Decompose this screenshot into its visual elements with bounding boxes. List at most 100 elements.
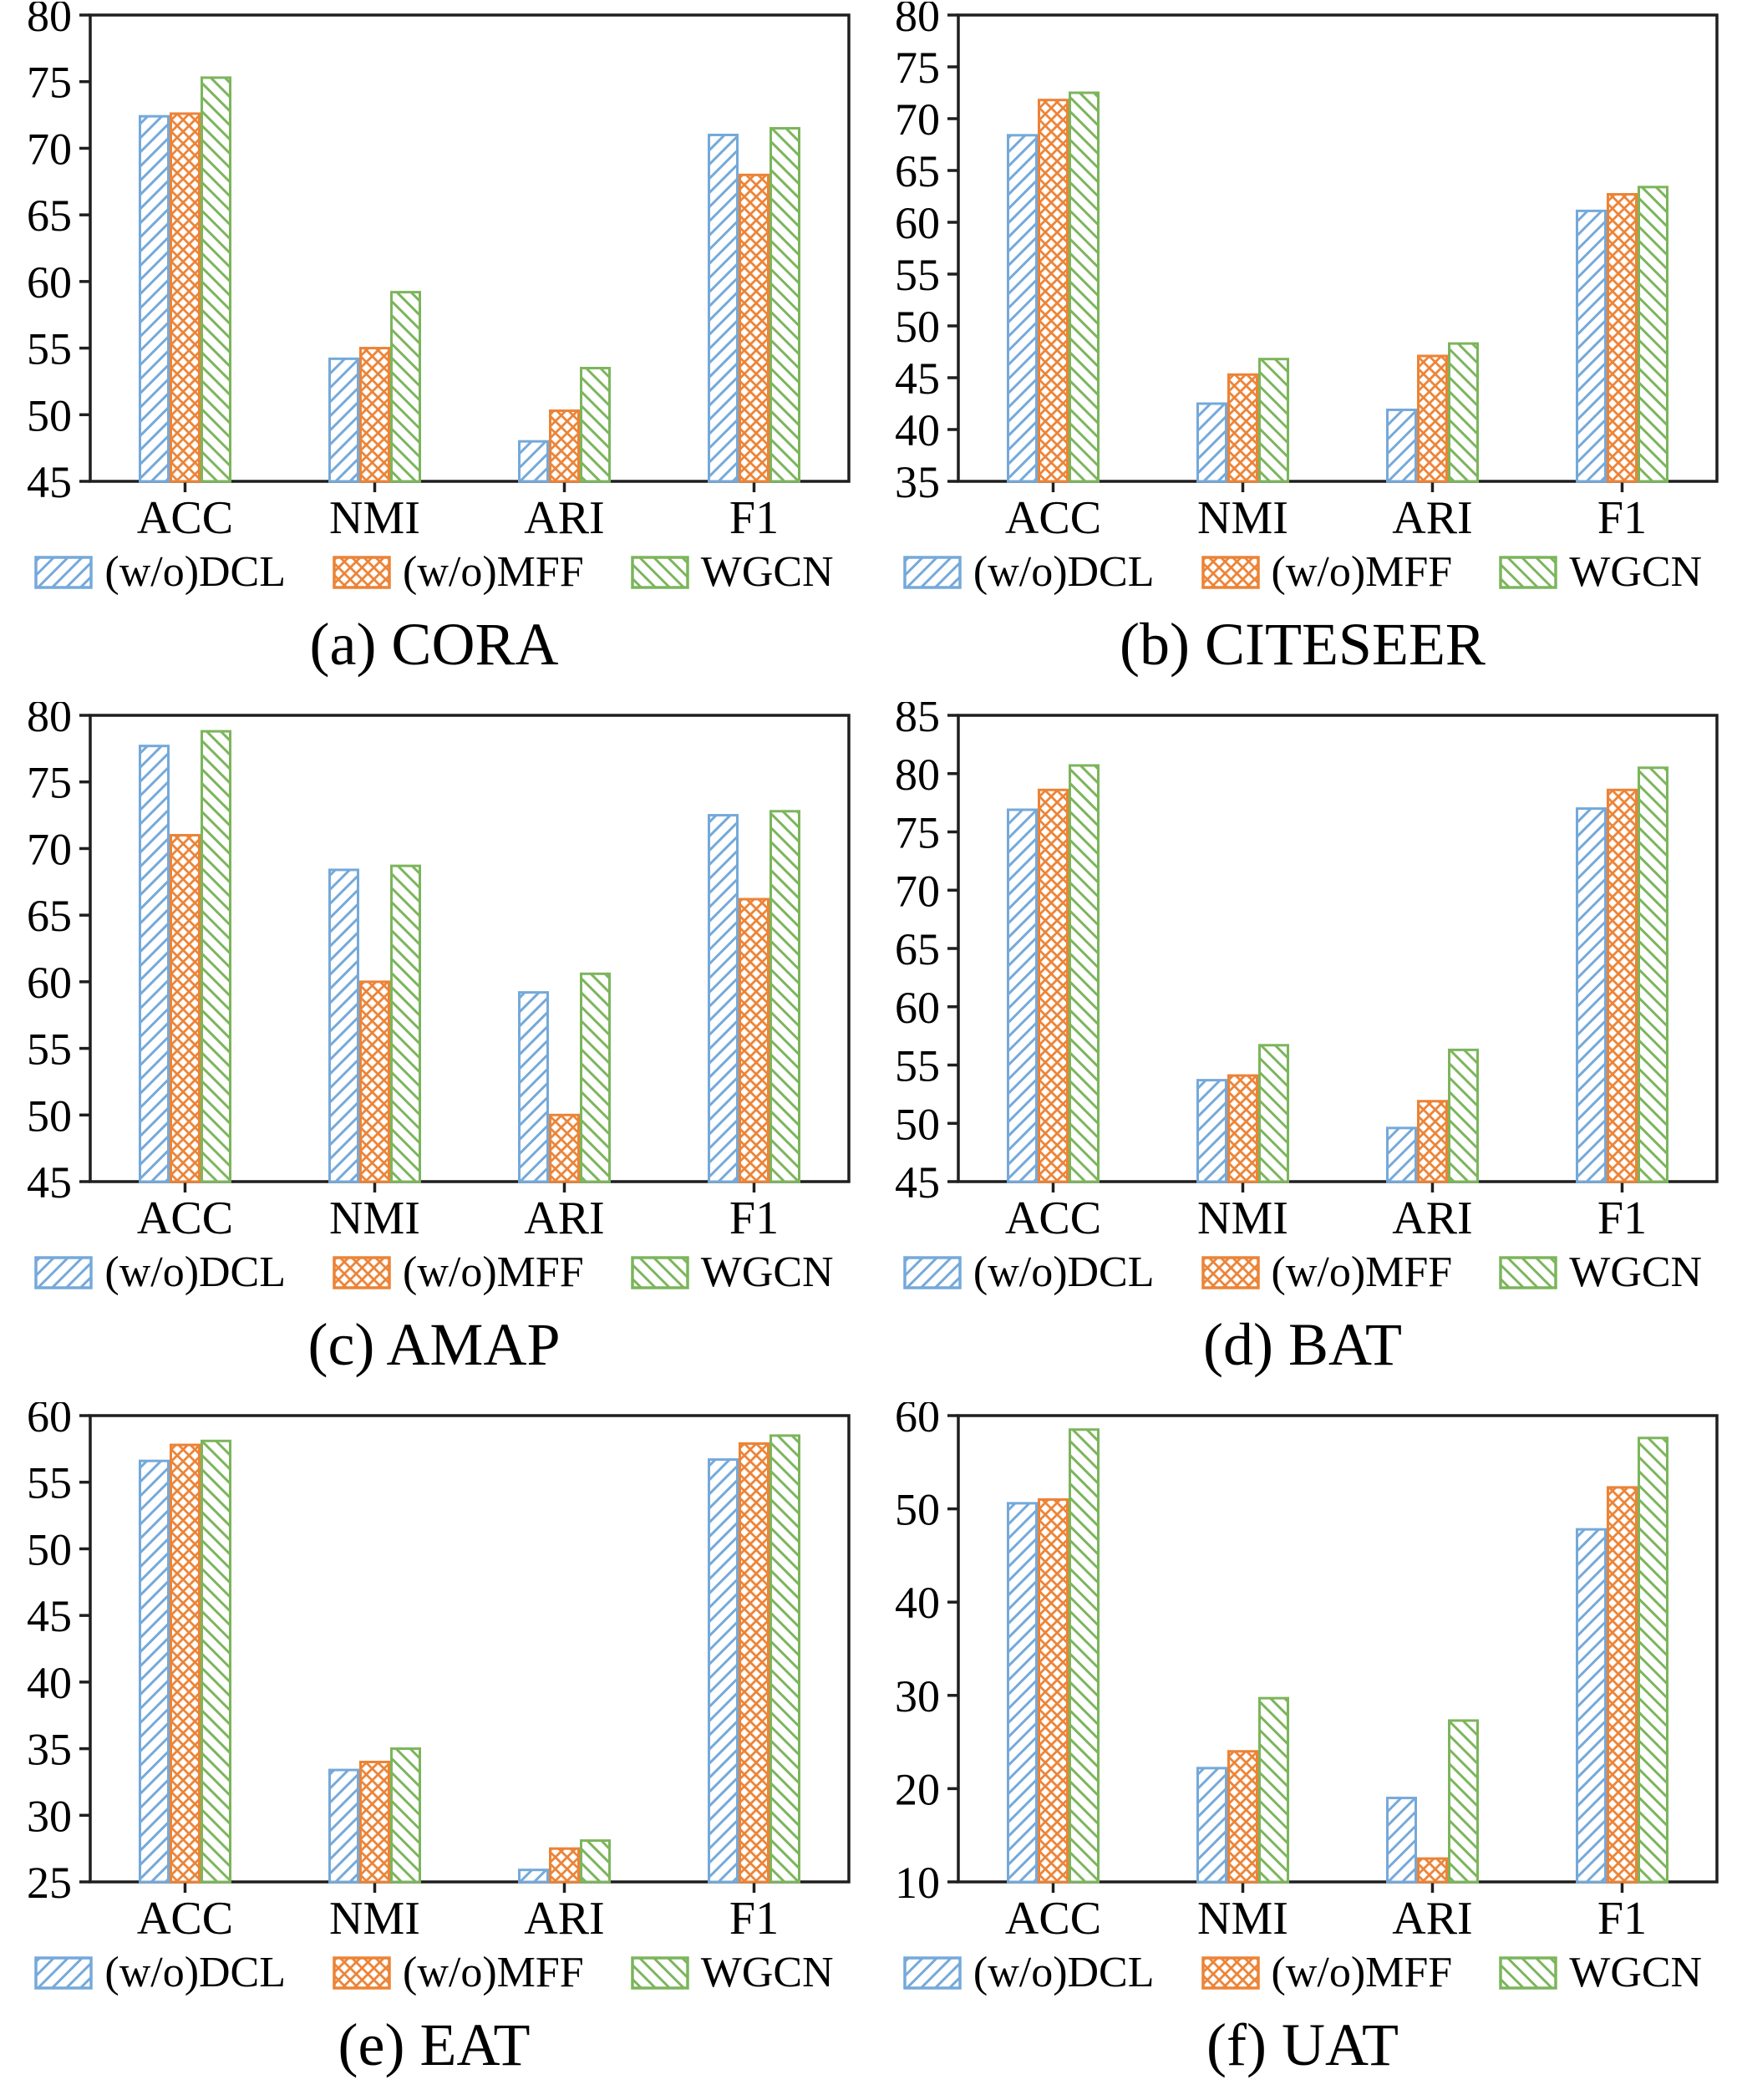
y-tick-label: 45 xyxy=(27,457,72,507)
legend-item-wgcn: WGCN xyxy=(630,1949,834,1996)
legend-item-mff: (w/o)MFF xyxy=(1201,1251,1452,1294)
x-category-label: ARI xyxy=(524,1192,604,1244)
bar-hatch xyxy=(329,869,358,1182)
legend: (w/o)DCL (w/o)MFF WGCN xyxy=(903,1247,1702,1299)
bar-hatch xyxy=(170,113,199,481)
y-tick-label: 80 xyxy=(895,750,940,800)
legend-swatch-mff-icon xyxy=(333,1256,391,1289)
legend-label: WGCN xyxy=(1569,1949,1703,1996)
bar-dcl-ari xyxy=(517,1869,549,1884)
bar-wgcn-nmi xyxy=(1258,358,1289,483)
bar-hatch xyxy=(1577,1529,1606,1882)
y-tick-label: 55 xyxy=(895,1041,940,1091)
bar-hatch xyxy=(360,981,389,1182)
bar-wgcn-nmi xyxy=(1258,1696,1289,1884)
bar-mff-nmi xyxy=(358,1761,390,1884)
y-tick-label: 60 xyxy=(27,1402,72,1442)
bar-hatch xyxy=(1607,1487,1637,1882)
bar-wgcn-f1 xyxy=(769,127,800,483)
x-category-label: F1 xyxy=(729,492,778,544)
y-tick-label: 45 xyxy=(27,1591,72,1641)
legend-label: WGCN xyxy=(1569,548,1703,596)
bar-wgcn-ari xyxy=(1448,342,1479,483)
bar-wgcn-f1 xyxy=(1638,186,1668,483)
bar-hatch xyxy=(1069,93,1099,481)
legend-label: (w/o)DCL xyxy=(973,1248,1155,1296)
bar-mff-nmi xyxy=(1227,1074,1258,1183)
y-tick-label: 40 xyxy=(895,1578,940,1628)
legend-item-dcl: (w/o)DCL xyxy=(34,1951,286,1995)
legend-item-wgcn: WGCN xyxy=(1499,551,1702,594)
x-category-label: ACC xyxy=(1005,1893,1101,1945)
y-tick-label: 35 xyxy=(895,457,940,507)
subplot-eat: 25 30 35 40 45 50 55 60 ACC NMI ARI F1 (w/o)DCL (w/o… xyxy=(0,1401,868,2100)
y-tick-label: 65 xyxy=(27,191,72,241)
y-tick-label: 40 xyxy=(27,1658,72,1708)
x-category-label: ARI xyxy=(1392,492,1472,544)
subplot-caption: (e) EAT xyxy=(338,2011,531,2078)
bar-mff-acc xyxy=(169,112,201,483)
bar-mff-f1 xyxy=(1607,1486,1638,1884)
bar-mff-f1 xyxy=(738,1442,769,1884)
legend-item-mff: (w/o)MFF xyxy=(1201,548,1453,596)
x-category-label: ACC xyxy=(1005,492,1101,544)
plot-frame xyxy=(88,13,851,483)
bar-hatch xyxy=(170,835,199,1182)
bar-wgcn-ari xyxy=(1448,1719,1479,1884)
bar-hatch xyxy=(1418,1858,1447,1882)
y-tick-label: 80 xyxy=(27,2,72,41)
y-tick-label: 40 xyxy=(895,405,940,455)
legend-label: (w/o)MFF xyxy=(1271,548,1453,596)
bar-hatch xyxy=(1197,1767,1227,1882)
bar-hatch xyxy=(581,368,609,481)
legend-swatch-wgcn-icon xyxy=(630,1256,689,1289)
bar-hatch xyxy=(1008,1503,1037,1882)
bar-hatch xyxy=(519,1869,547,1882)
bar-wgcn-acc xyxy=(200,76,231,483)
y-tick-label: 55 xyxy=(27,1458,72,1508)
x-category-label: ACC xyxy=(1005,1192,1101,1244)
y-tick-label: 45 xyxy=(27,1157,72,1208)
bar-hatch xyxy=(1008,809,1037,1182)
bar-wgcn-ari xyxy=(579,366,611,483)
y-tick-label: 70 xyxy=(895,866,940,916)
bar-hatch xyxy=(1638,186,1668,481)
bar-hatch xyxy=(770,1435,799,1882)
bar-hatch xyxy=(1228,1751,1257,1882)
y-tick-label: 65 xyxy=(895,924,940,974)
bar-hatch xyxy=(709,135,737,481)
bar-hatch xyxy=(391,866,419,1182)
legend-item-dcl: (w/o)DCL xyxy=(34,551,286,594)
legend-swatch-mff-icon xyxy=(1201,1956,1260,1990)
x-category-label: F1 xyxy=(729,1893,778,1945)
bar-dcl-acc xyxy=(138,745,170,1183)
y-tick-label: 55 xyxy=(27,1025,72,1075)
x-category-label: ACC xyxy=(136,1192,232,1244)
plot-frame xyxy=(957,13,1719,483)
bar-wgcn-acc xyxy=(1069,1428,1100,1884)
bar-hatch xyxy=(1577,808,1606,1182)
y-tick-label: 45 xyxy=(895,353,940,404)
subplot-bat: 45 50 55 60 65 70 75 80 85 ACC NMI ARI F1 (w/o)DCL (w… xyxy=(868,700,1737,1401)
bar-hatch xyxy=(550,1115,578,1182)
y-tick-label: 60 xyxy=(895,1402,940,1442)
bar-hatch xyxy=(709,1459,737,1882)
legend-item-dcl: (w/o)DCL xyxy=(34,1251,286,1294)
bar-mff-acc xyxy=(1038,1497,1069,1884)
legend-swatch-dcl-icon xyxy=(34,1256,94,1289)
legend-item-wgcn: WGCN xyxy=(1499,1951,1702,1995)
legend-label: WGCN xyxy=(700,1949,834,1996)
bar-hatch xyxy=(1387,409,1416,481)
legend-item-wgcn: WGCN xyxy=(630,1248,834,1296)
bar-hatch xyxy=(1259,1698,1288,1882)
bar-hatch xyxy=(1039,1499,1068,1882)
legend-label: WGCN xyxy=(700,1248,834,1296)
subplot-caption: (d) BAT xyxy=(1203,1311,1402,1378)
y-tick-label: 55 xyxy=(27,324,72,374)
x-category-label: F1 xyxy=(729,1192,778,1244)
y-tick-label: 35 xyxy=(27,1725,72,1775)
bar-hatch xyxy=(770,128,799,481)
bar-wgcn-f1 xyxy=(1638,1436,1668,1884)
x-category-label: NMI xyxy=(329,492,420,544)
